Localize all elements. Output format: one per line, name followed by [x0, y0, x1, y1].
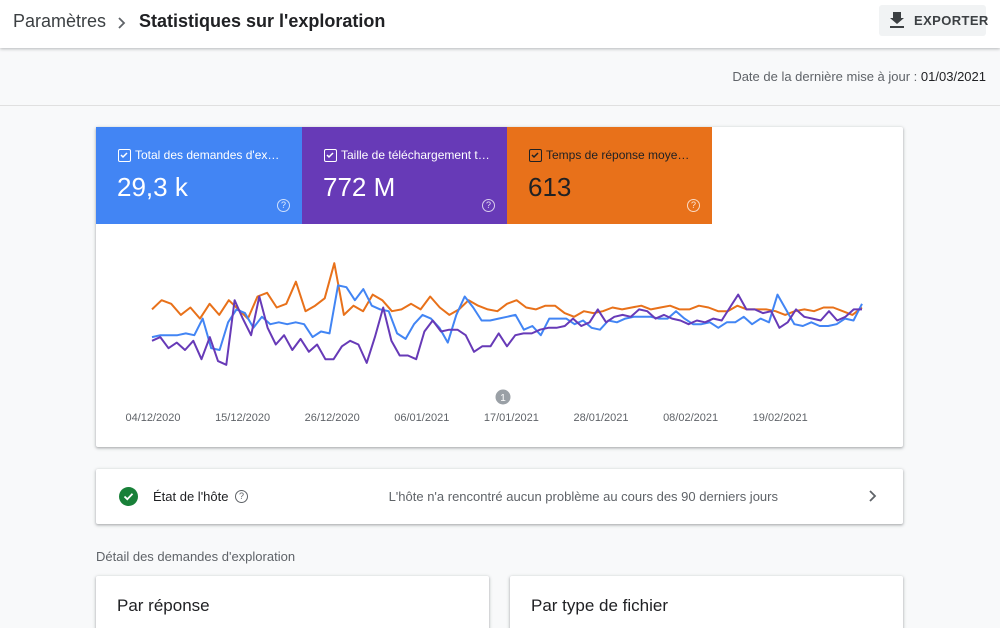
breadcrumb-parent[interactable]: Paramètres	[13, 11, 107, 31]
section-title: Détail des demandes d'exploration	[96, 549, 296, 564]
host-status-message: L'hôte n'a rencontré aucun problème au c…	[388, 489, 778, 504]
checkbox-icon[interactable]	[529, 149, 542, 162]
top-bar: Paramètres Statistiques sur l'exploratio…	[0, 0, 1000, 48]
x-tick-label: 26/12/2020	[305, 412, 360, 424]
checkbox-icon[interactable]	[118, 149, 131, 162]
host-status-title: État de l'hôte	[153, 489, 229, 504]
x-tick-label: 08/02/2021	[663, 412, 718, 424]
check-circle-icon	[119, 487, 138, 506]
x-tick-label: 06/01/2021	[394, 412, 449, 424]
metric-response-time[interactable]: Temps de réponse moyen (ms) 613 ?	[507, 127, 712, 224]
checkbox-icon[interactable]	[324, 149, 337, 162]
metric-value: 613	[528, 172, 572, 202]
series-line-2	[151, 293, 862, 366]
crawl-stats-chart[interactable]: 1 04/12/2020 15/12/2020 26/12/2020 06/01/20…	[96, 224, 903, 447]
x-tick-label: 28/01/2021	[573, 412, 628, 424]
help-icon[interactable]: ?	[277, 199, 290, 212]
annotation-marker[interactable]	[495, 389, 511, 405]
help-icon[interactable]: ?	[687, 199, 700, 212]
help-icon[interactable]: ?	[235, 490, 248, 503]
export-button[interactable]: EXPORTER	[879, 5, 989, 36]
chevron-right-icon	[118, 17, 126, 29]
export-label: EXPORTER	[914, 13, 989, 28]
metric-label: Taille de téléchargement totale	[341, 148, 491, 162]
x-tick-label: 04/12/2020	[125, 412, 180, 424]
series-line-3	[151, 262, 863, 320]
host-status-row[interactable]: État de l'hôte ? L'hôte n'a rencontré au…	[96, 469, 903, 524]
series-line-1	[151, 284, 863, 351]
x-tick-label: 17/01/2021	[484, 412, 539, 424]
help-icon[interactable]: ?	[482, 199, 495, 212]
crawl-stats-card: Total des demandes d'exploration 29,3 k …	[96, 127, 903, 447]
annotation-label: 1	[500, 393, 506, 404]
metric-value: 772 M	[323, 172, 396, 202]
page-title: Statistiques sur l'exploration	[139, 11, 386, 31]
by-file-type-card[interactable]: Par type de fichier	[510, 576, 903, 628]
x-tick-label: 15/12/2020	[215, 412, 270, 424]
last-update: Date de la dernière mise à jour : 01/03/…	[732, 69, 986, 84]
by-response-card[interactable]: Par réponse	[96, 576, 489, 628]
metric-value: 29,3 k	[117, 172, 188, 202]
last-update-date: 01/03/2021	[920, 69, 986, 84]
divider	[0, 105, 1000, 106]
metric-label: Temps de réponse moyen (ms)	[546, 148, 696, 162]
card-title: Par réponse	[117, 596, 210, 615]
chevron-right-icon[interactable]	[867, 489, 877, 503]
metric-label: Total des demandes d'exploration	[135, 148, 285, 162]
card-title: Par type de fichier	[531, 596, 669, 615]
metric-download-size[interactable]: Taille de téléchargement totale 772 M ?	[302, 127, 507, 224]
metric-total-requests[interactable]: Total des demandes d'exploration 29,3 k …	[96, 127, 302, 224]
x-tick-label: 19/02/2021	[753, 412, 808, 424]
download-icon	[890, 12, 904, 28]
